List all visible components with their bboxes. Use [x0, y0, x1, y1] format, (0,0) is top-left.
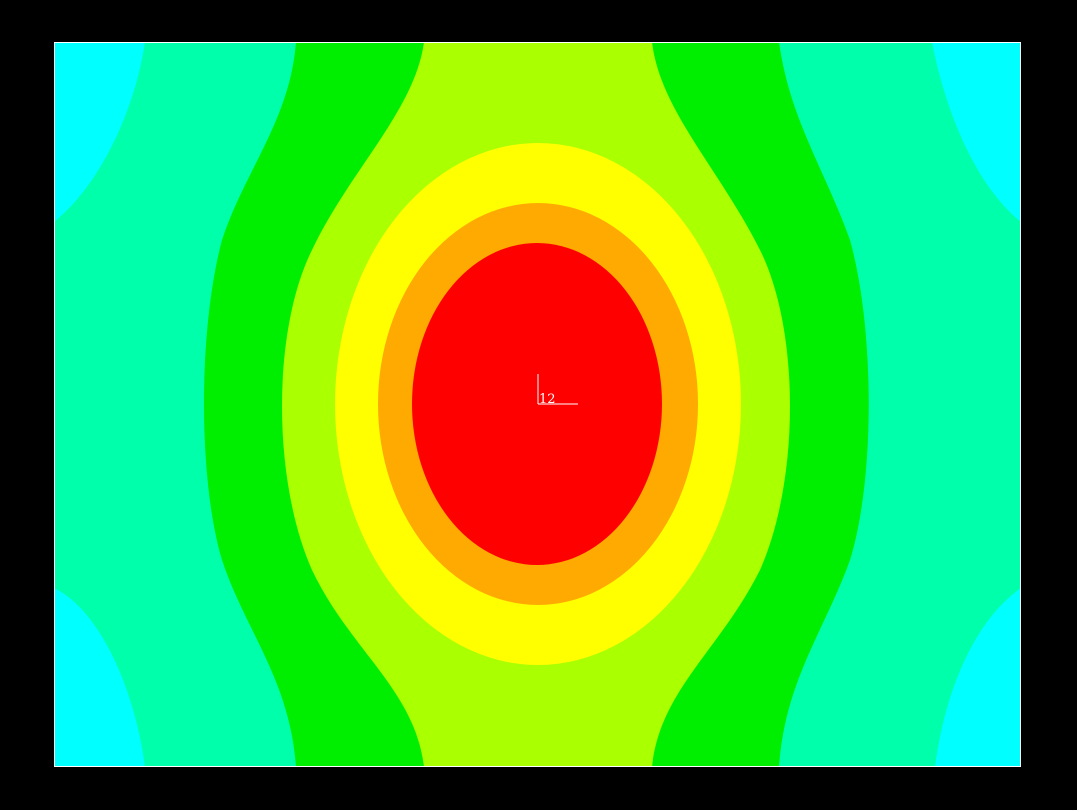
axis-triad: 12 [537, 374, 578, 407]
plot-frame [54, 42, 1021, 767]
contour-bands [54, 42, 1021, 767]
contour-band-red [412, 243, 662, 565]
triad-label: 12 [539, 392, 556, 407]
